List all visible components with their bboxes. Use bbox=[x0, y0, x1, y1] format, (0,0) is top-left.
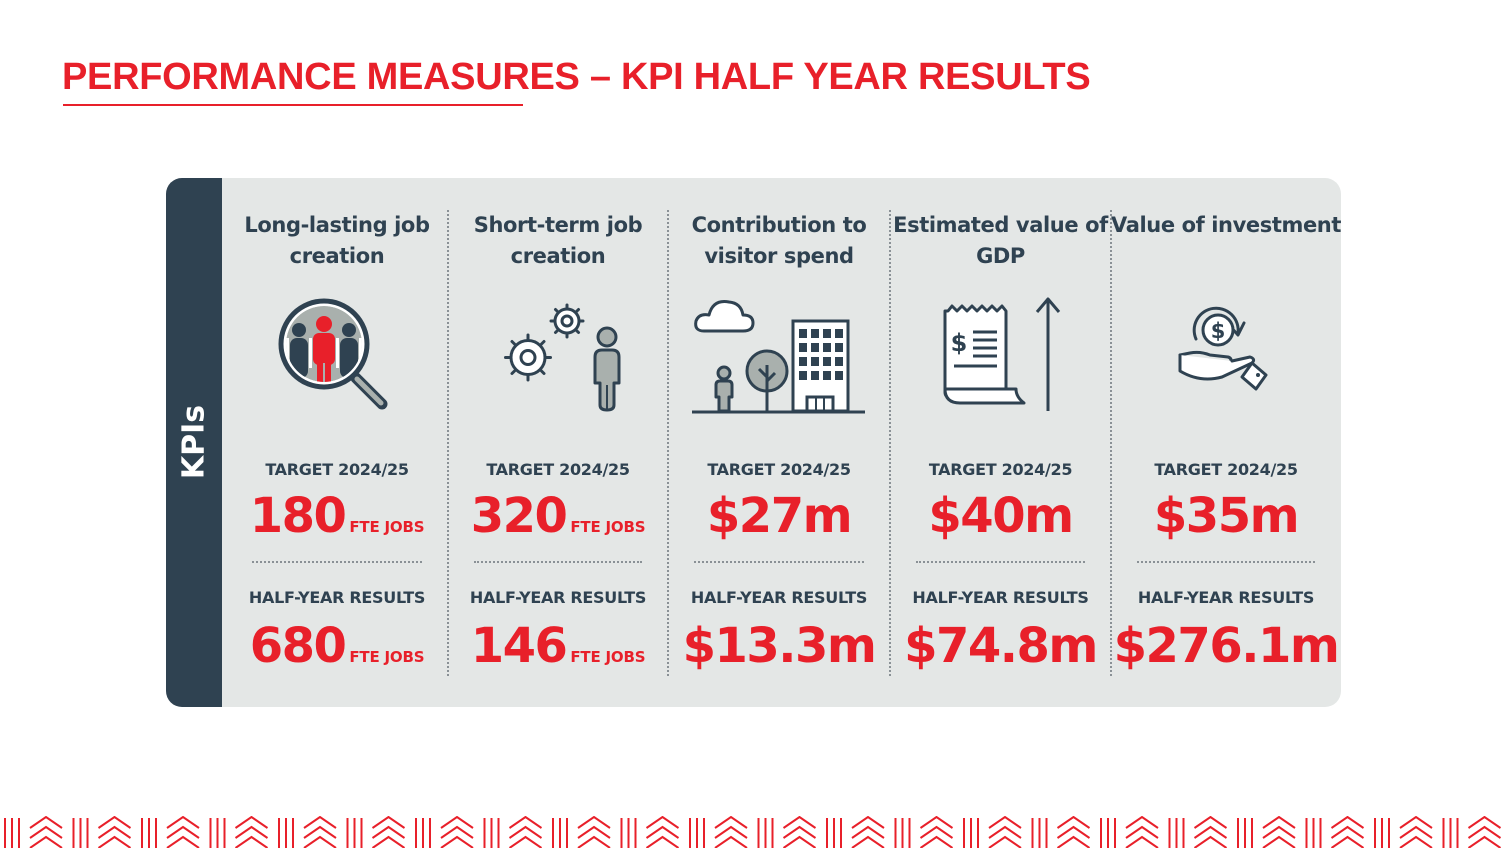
target-number: $35m bbox=[1153, 488, 1300, 544]
result-value: 680 FTE JOBS bbox=[226, 618, 448, 674]
kpi-sidebar-label: KPIs bbox=[176, 404, 212, 480]
column-divider bbox=[889, 210, 891, 676]
kpi-long-lasting-jobs: Long-lasting job creation bbox=[226, 178, 448, 707]
target-unit: FTE JOBS bbox=[349, 518, 425, 536]
kpi-title: Estimated value of GDP bbox=[893, 213, 1108, 268]
target-number: 320 bbox=[470, 488, 568, 544]
kpi-visitor-spend: Contribution to visitor spend bbox=[668, 178, 890, 707]
result-number: $74.8m bbox=[904, 618, 1098, 674]
page-title: PERFORMANCE MEASURES – KPI HALF YEAR RES… bbox=[62, 56, 1091, 98]
target-number: 180 bbox=[249, 488, 347, 544]
receipt-growth-icon: $ bbox=[936, 293, 1066, 422]
result-unit: FTE JOBS bbox=[349, 648, 425, 666]
result-value: $276.1m bbox=[1111, 618, 1341, 674]
target-label: TARGET 2024/25 bbox=[486, 460, 630, 479]
target-value: $27m bbox=[668, 488, 890, 544]
target-label: TARGET 2024/25 bbox=[928, 460, 1073, 479]
target-value: 180 FTE JOBS bbox=[226, 488, 448, 544]
kpi-sidebar: KPIs bbox=[166, 178, 222, 707]
result-label: HALF-YEAR RESULTS bbox=[248, 588, 426, 607]
kpi-title: Long-lasting job creation bbox=[244, 213, 430, 268]
result-number: $13.3m bbox=[682, 618, 877, 674]
svg-text:$: $ bbox=[950, 329, 967, 357]
row-divider bbox=[916, 561, 1085, 563]
kpi-investment-value: Value of investment $ TARGET 2024/25 $35… bbox=[1111, 178, 1341, 707]
column-divider bbox=[667, 210, 669, 676]
result-value: $13.3m bbox=[668, 618, 890, 674]
column-divider bbox=[447, 210, 449, 676]
column-divider bbox=[1110, 210, 1112, 676]
result-label: HALF-YEAR RESULTS bbox=[469, 588, 647, 607]
target-label: TARGET 2024/25 bbox=[707, 460, 851, 479]
result-value: $74.8m bbox=[890, 618, 1111, 674]
title-underline bbox=[63, 104, 523, 106]
kpi-panel: KPIs Long-lasting job creation bbox=[166, 178, 1341, 707]
kpi-title: Value of investment bbox=[1111, 213, 1341, 237]
result-number: 680 bbox=[249, 618, 347, 674]
row-divider bbox=[252, 561, 422, 563]
kpi-short-term-jobs: Short-term job creation TARGE bbox=[448, 178, 668, 707]
row-divider bbox=[1137, 561, 1315, 563]
target-value: $35m bbox=[1111, 488, 1341, 544]
decorative-chevron-border bbox=[0, 816, 1506, 848]
target-number: $27m bbox=[706, 488, 853, 544]
people-magnifier-icon bbox=[277, 293, 397, 418]
kpi-gdp-value: Estimated value of GDP $ TARGET 2024/25 … bbox=[890, 178, 1111, 707]
result-label: HALF-YEAR RESULTS bbox=[912, 588, 1089, 607]
city-visitor-icon bbox=[689, 293, 869, 420]
result-unit: FTE JOBS bbox=[570, 648, 646, 666]
svg-text:$: $ bbox=[1211, 319, 1226, 343]
result-value: 146 FTE JOBS bbox=[448, 618, 668, 674]
gears-worker-icon bbox=[493, 293, 623, 418]
kpi-title: Contribution to visitor spend bbox=[691, 213, 867, 268]
result-number: 146 bbox=[470, 618, 568, 674]
result-number: $276.1m bbox=[1113, 618, 1340, 674]
target-value: $40m bbox=[890, 488, 1111, 544]
target-unit: FTE JOBS bbox=[570, 518, 646, 536]
kpi-title: Short-term job creation bbox=[473, 213, 643, 268]
result-label: HALF-YEAR RESULTS bbox=[1137, 588, 1315, 607]
row-divider bbox=[694, 561, 864, 563]
target-label: TARGET 2024/25 bbox=[265, 460, 409, 479]
target-label: TARGET 2024/25 bbox=[1154, 460, 1298, 479]
hand-dollar-icon: $ bbox=[1176, 293, 1276, 398]
target-value: 320 FTE JOBS bbox=[448, 488, 668, 544]
target-number: $40m bbox=[928, 488, 1074, 544]
result-label: HALF-YEAR RESULTS bbox=[690, 588, 868, 607]
row-divider bbox=[474, 561, 642, 563]
